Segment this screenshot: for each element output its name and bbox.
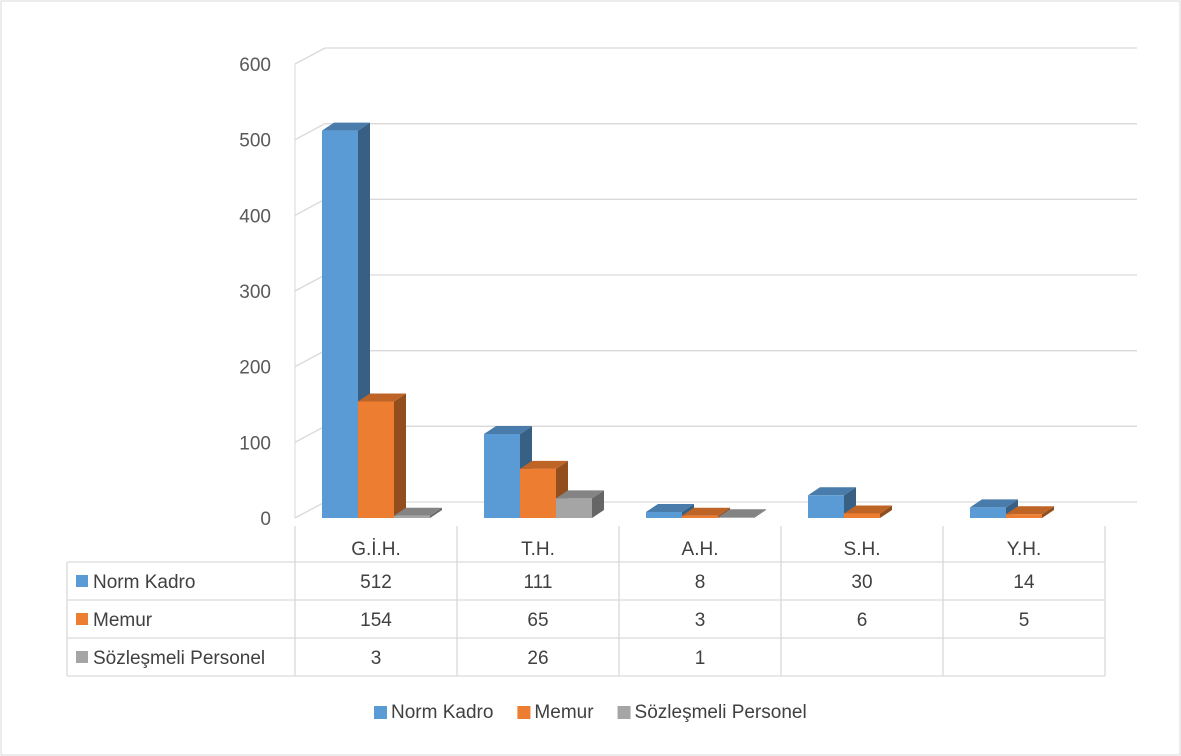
y-axis-tick-labels: 0 100 200 300 400 500 600 xyxy=(239,55,271,530)
x-tick-label: S.H. xyxy=(844,539,881,560)
legend: Norm Kadro Memur Sözleşmeli Personel xyxy=(374,702,807,723)
x-tick-label: Y.H. xyxy=(1007,539,1042,560)
y-tick-label: 200 xyxy=(239,358,271,379)
table-series-label: Norm Kadro xyxy=(93,572,195,593)
table-value: 30 xyxy=(851,572,872,593)
legend-label: Memur xyxy=(534,702,594,723)
bar-front xyxy=(484,434,520,518)
legend-label: Sözleşmeli Personel xyxy=(635,702,807,723)
table-value: 3 xyxy=(695,610,706,631)
bar xyxy=(1006,506,1054,518)
table-value: 3 xyxy=(371,648,382,669)
table-value: 512 xyxy=(360,572,392,593)
bar-front xyxy=(808,495,844,518)
y-tick-label: 500 xyxy=(239,131,271,152)
legend-key xyxy=(374,706,387,719)
legend-item: Sözleşmeli Personel xyxy=(617,702,807,723)
bar-side xyxy=(754,509,766,518)
bar-front xyxy=(682,515,718,518)
bar xyxy=(556,490,604,518)
bar-front xyxy=(646,511,682,518)
table-value: 154 xyxy=(360,610,392,631)
bar xyxy=(484,426,532,518)
bar-top xyxy=(682,507,730,516)
table-value: 14 xyxy=(1013,572,1035,593)
table-value: 5 xyxy=(1019,610,1030,631)
x-tick-label: G.İ.H. xyxy=(351,539,401,560)
bar-side xyxy=(1042,506,1054,518)
bar-front xyxy=(394,515,430,518)
table-legend-key xyxy=(76,651,88,663)
y-tick-label: 400 xyxy=(239,206,271,227)
x-tick-label: T.H. xyxy=(521,539,555,560)
legend-key xyxy=(617,706,631,719)
bar-front xyxy=(556,498,592,518)
legend-label: Norm Kadro xyxy=(391,702,493,723)
table-legend-key xyxy=(76,613,88,625)
bar-top xyxy=(970,499,1018,508)
bar xyxy=(808,487,856,518)
table-legend-key xyxy=(76,575,88,587)
bar-top xyxy=(556,490,604,499)
table-series-label: Memur xyxy=(93,610,153,631)
x-tick-label: A.H. xyxy=(682,539,719,560)
bar-front xyxy=(358,401,394,518)
bar-top xyxy=(322,122,370,131)
bar-side xyxy=(394,393,406,518)
bar-front xyxy=(322,130,358,518)
bar-front xyxy=(520,468,556,518)
table-value: 6 xyxy=(857,610,868,631)
legend-items: Norm Kadro Memur Sözleşmeli Personel xyxy=(374,702,807,723)
bar-top xyxy=(844,505,892,514)
legend-key xyxy=(517,706,531,719)
bars xyxy=(322,122,1054,518)
bar-top xyxy=(484,426,532,435)
y-tick-label: 0 xyxy=(260,509,271,530)
legend-item: Norm Kadro xyxy=(374,702,493,723)
bar-top xyxy=(520,460,568,469)
bar-front xyxy=(970,507,1006,518)
data-table: G.İ.H. T.H. A.H. S.H. Y.H. Norm Kadro 512 111 8 3… xyxy=(66,526,1106,677)
bar-front xyxy=(1006,514,1042,518)
y-tick-label: 600 xyxy=(239,55,271,76)
bar-side xyxy=(592,490,604,518)
table-value: 111 xyxy=(524,572,553,593)
bar xyxy=(394,507,442,518)
gridline xyxy=(294,123,1137,141)
y-tick-label: 300 xyxy=(239,282,271,303)
bar-top xyxy=(646,503,694,512)
table-value: 65 xyxy=(527,610,548,631)
table-value: 8 xyxy=(695,572,706,593)
table-series-label: Sözleşmeli Personel xyxy=(93,648,265,669)
bar-top xyxy=(358,393,406,402)
bar-side xyxy=(430,507,442,518)
legend-item: Memur xyxy=(517,702,594,723)
table-value: 26 xyxy=(527,648,548,669)
bar xyxy=(718,509,766,518)
bar-front xyxy=(844,513,880,518)
gridline xyxy=(294,47,1137,65)
bar-top xyxy=(808,487,856,496)
bar-top xyxy=(394,507,442,516)
y-tick-label: 100 xyxy=(239,433,271,454)
bar-top xyxy=(1006,506,1054,515)
bar-front xyxy=(718,517,754,518)
bar xyxy=(520,460,568,518)
bar xyxy=(844,505,892,518)
table-value: 1 xyxy=(695,648,706,669)
bar-side xyxy=(880,505,892,518)
bar-top xyxy=(718,509,766,518)
bar xyxy=(358,393,406,518)
